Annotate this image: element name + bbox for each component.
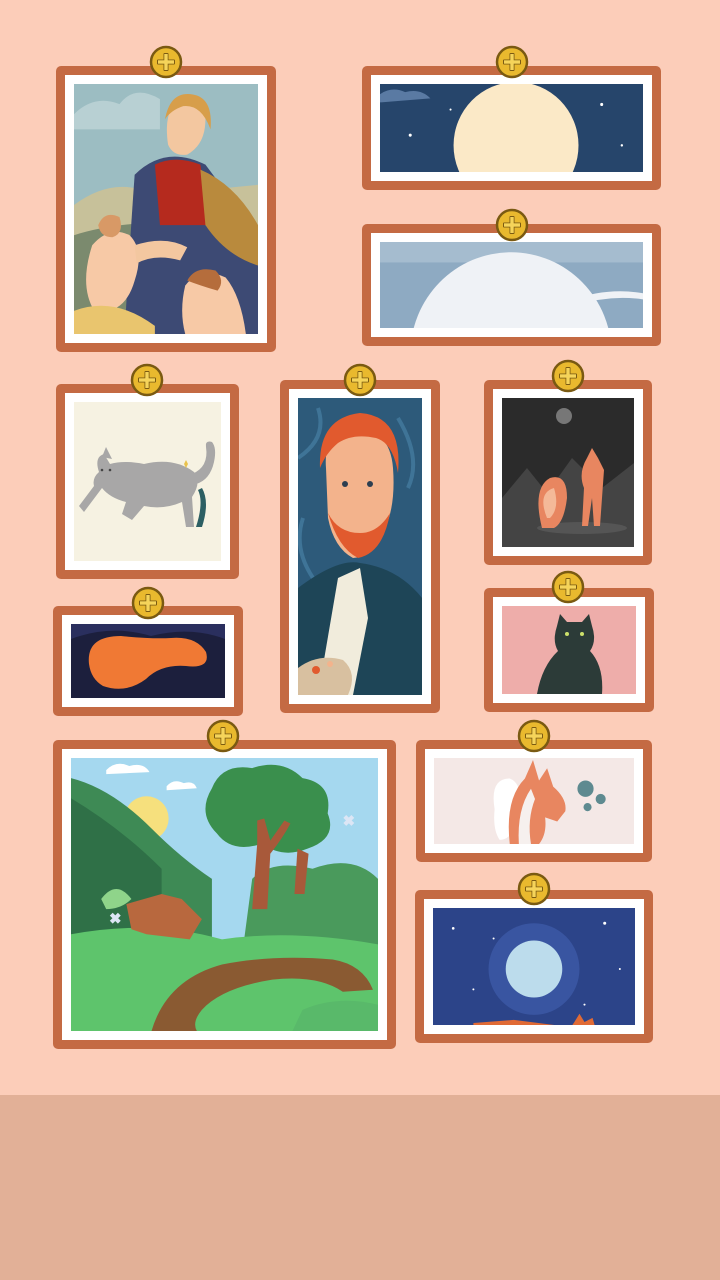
- frame-gray-cat[interactable]: [56, 384, 239, 579]
- floor: [0, 1095, 720, 1280]
- plus-pin-icon[interactable]: [495, 45, 529, 79]
- frame-van-gogh[interactable]: [280, 380, 440, 713]
- plus-pin-icon[interactable]: [551, 359, 585, 393]
- frame-fox-minimal[interactable]: [416, 740, 652, 862]
- frame-orange-blob[interactable]: [53, 606, 243, 716]
- planet-horizon-painting: [380, 242, 643, 328]
- frame-planet[interactable]: [362, 224, 661, 346]
- forest-path-painting: [71, 758, 378, 1031]
- frame-forest[interactable]: [53, 740, 396, 1049]
- plus-pin-icon[interactable]: [495, 208, 529, 242]
- plus-pin-icon[interactable]: [517, 872, 551, 906]
- plus-pin-icon[interactable]: [517, 719, 551, 753]
- plus-pin-icon[interactable]: [131, 586, 165, 620]
- plus-pin-icon[interactable]: [130, 363, 164, 397]
- frame-moon[interactable]: [362, 66, 661, 190]
- frame-madonna[interactable]: [56, 66, 276, 352]
- fox-minimal-painting: [434, 758, 634, 844]
- plus-pin-icon[interactable]: [343, 363, 377, 397]
- frame-fox-night[interactable]: [484, 380, 652, 565]
- plus-pin-icon[interactable]: [551, 570, 585, 604]
- frame-full-moon[interactable]: [415, 890, 653, 1043]
- plus-pin-icon[interactable]: [149, 45, 183, 79]
- frame-black-cat[interactable]: [484, 588, 654, 712]
- fox-night-painting: [502, 398, 634, 547]
- black-cat-painting: [502, 606, 636, 694]
- van-gogh-portrait-painting: [298, 398, 422, 695]
- gray-cat-painting: [74, 402, 221, 561]
- full-moon-painting: [433, 908, 635, 1025]
- plus-pin-icon[interactable]: [206, 719, 240, 753]
- madonna-painting: [74, 84, 258, 334]
- moon-night-painting: [380, 84, 643, 172]
- orange-blob-painting: [71, 624, 225, 698]
